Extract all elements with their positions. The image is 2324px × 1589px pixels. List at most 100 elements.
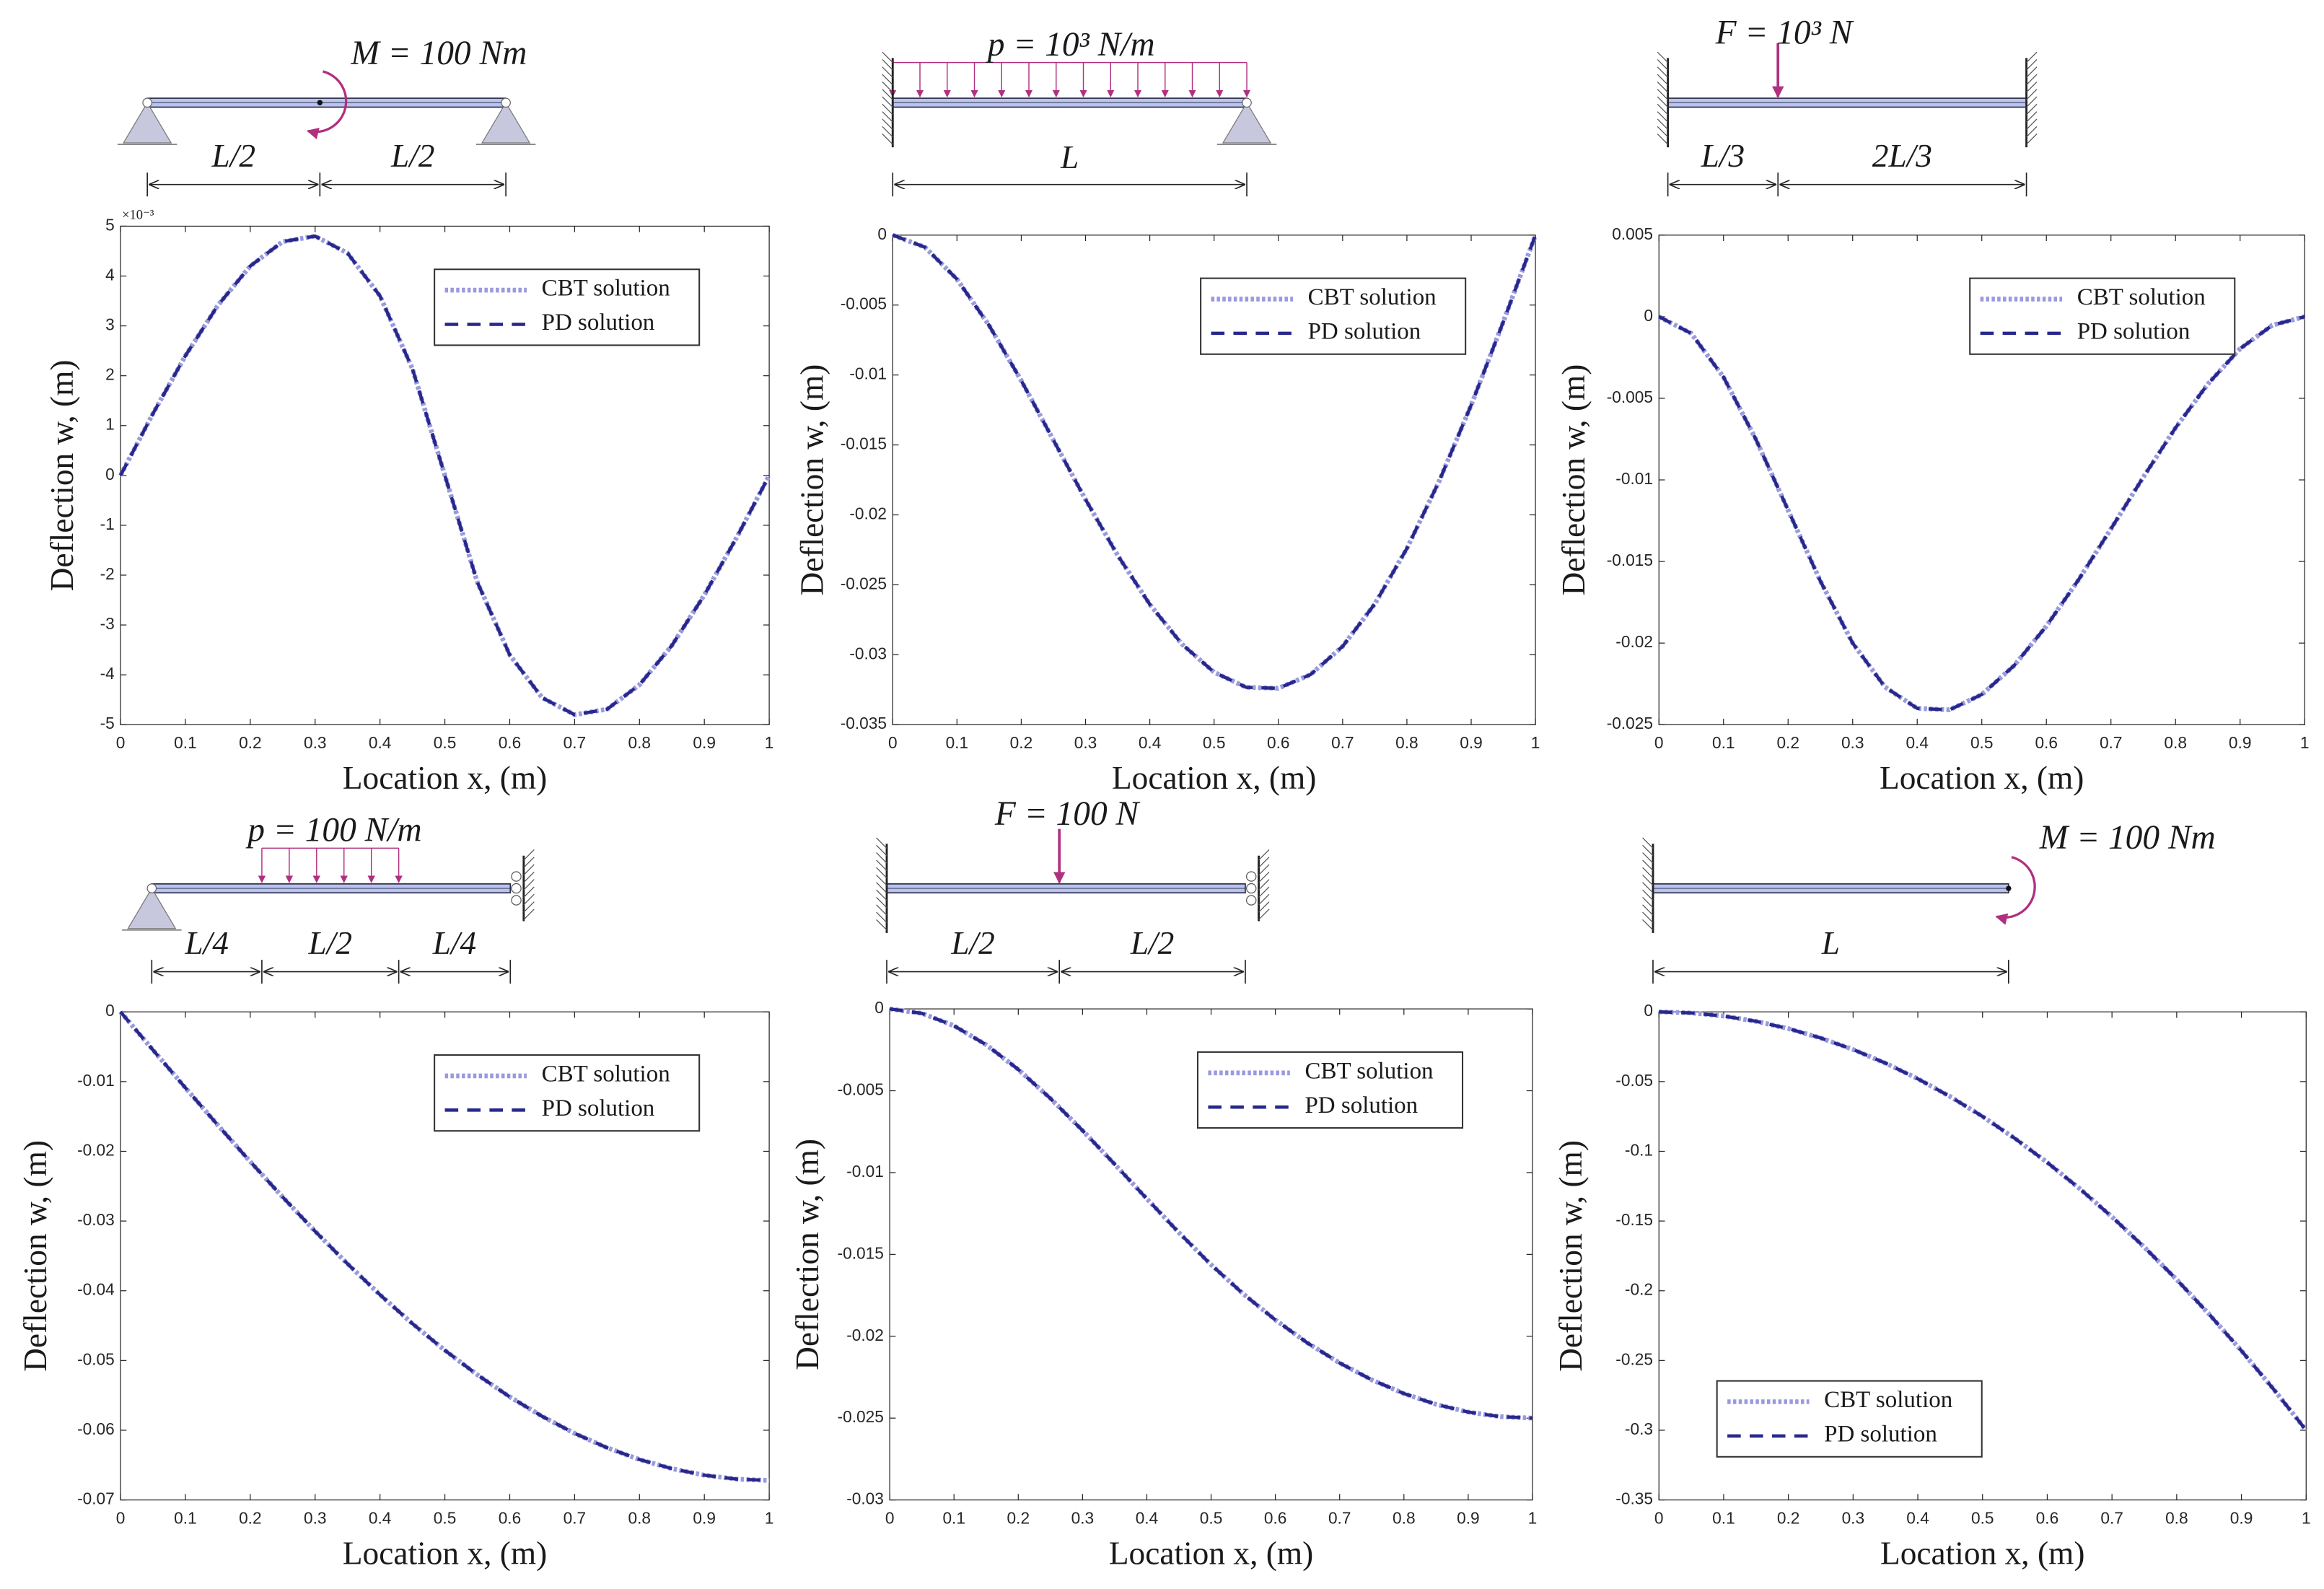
y-tick-label: -0.02 [846,1326,884,1344]
x-tick-label: 0.3 [1074,733,1097,752]
x-tick-label: 0.6 [1264,1508,1287,1527]
y-tick-label: -0.02 [1615,632,1653,651]
y-tick-label: -3 [100,614,115,633]
y-tick-label: -0.025 [841,574,887,592]
x-tick-label: 0.4 [1136,1508,1159,1527]
x-tick-label: 0.2 [239,733,262,752]
x-tick-label: 0.6 [499,1508,522,1527]
x-tick-label: 0.8 [628,1508,652,1527]
x-tick-label: 0.5 [434,1508,457,1527]
x-tick-label: 0.4 [1906,733,1929,752]
panel: p = 100 N/m L/4 L/2 L/4 0 0.1 0.2 0.3 0.4 0.5 0.6 0… [17,812,773,1572]
y-axis-label: Deflection w, (m) [17,1140,53,1372]
x-tick-label: 0.9 [693,1508,716,1527]
y-tick-label: 0 [874,998,884,1017]
y-tick-label: 5 [105,215,115,234]
y-tick-label: -4 [100,664,115,683]
load-label: F = 100 N [994,795,1141,833]
panel: M = 100 Nm L 0 0.1 0.2 0.3 0.4 0.5 0.6 0.7 0.8 0.9 1… [1553,819,2310,1571]
legend-label: PD solution [2077,318,2191,344]
legend-box [434,1054,701,1132]
slider-roller [1246,883,1257,894]
y-tick-label: -0.025 [1607,714,1653,732]
x-tick-label: 1 [1531,733,1540,752]
x-tick-label: 0.7 [2100,733,2123,752]
support-hatch [1258,849,1270,920]
x-tick-label: 0.9 [693,733,716,752]
x-tick-label: 0.8 [1393,1508,1416,1527]
y-tick-label: 1 [105,415,115,434]
load-label: p = 10³ N/m [986,26,1155,64]
slider-roller [511,883,522,894]
x-tick-label: 0.3 [304,1508,327,1527]
y-tick-label: -0.015 [841,434,887,453]
x-tick-label: 1 [765,1508,774,1527]
span-label: L/2 [1130,925,1175,961]
y-axis-label: Deflection w, (m) [1553,1140,1589,1372]
y-tick-label: -0.04 [77,1280,115,1299]
legend-label: CBT solution [542,1061,670,1087]
legend-label: PD solution [542,310,655,336]
pin-joint [501,97,511,108]
legend-label: PD solution [1308,318,1421,344]
x-tick-label: 0.3 [1842,1508,1865,1527]
x-tick-label: 0.6 [2036,1508,2059,1527]
panel: F = 100 N L/2 L/2 0 0.1 0.2 0.3 0.4 0.5 0.6 0.7 0.8… [789,795,1537,1571]
y-tick-label: -0.01 [77,1071,115,1090]
x-tick-label: 0.5 [1200,1508,1223,1527]
x-tick-label: 0.1 [946,733,969,752]
y-tick-label: -0.015 [1607,551,1653,569]
span-label: L/4 [184,925,229,961]
y-axis-label: Deflection w, (m) [1556,364,1592,596]
legend-box [1196,1051,1464,1129]
x-tick-label: 0.9 [1460,733,1483,752]
span-label: L/3 [1701,138,1745,174]
y-tick-label: -0.07 [77,1489,115,1508]
x-tick-label: 0.5 [1971,1508,1994,1527]
legend: CBT solution PD solution [1716,1380,1983,1458]
moment-arrow [306,70,348,139]
x-tick-label: 0.4 [369,733,392,752]
support-hatch [876,837,887,931]
x-axis-label: Location x, (m) [1880,1535,2084,1571]
panel: M = 100 Nm L/2 L/2 0 0.1 0.2 0.3 0.4 0.5 0.6 0.7 0.… [44,35,773,796]
x-tick-label: 0.1 [942,1508,965,1527]
y-tick-label: -0.03 [77,1210,115,1229]
legend: CBT solution PD solution [1196,1051,1464,1129]
x-tick-label: 0.5 [1203,733,1226,752]
y-tick-label: 0 [1644,306,1653,325]
y-tick-label: -0.35 [1615,1489,1653,1508]
legend-box [1716,1380,1983,1458]
y-tick-label: -0.06 [77,1419,115,1438]
y-tick-label: -2 [100,564,115,583]
pin-support [127,887,177,929]
span-label: L/2 [211,138,255,174]
panel: p = 10³ N/m L 0 0.1 0.2 0.3 0.4 0.5 0.6 0.7 0.8 0.9… [794,26,1540,796]
x-axis-label: Location x, (m) [1112,760,1316,796]
legend-label: CBT solution [1824,1387,1952,1413]
x-tick-label: 0.7 [1328,1508,1351,1527]
y-tick-label: -0.1 [1625,1140,1653,1159]
x-tick-label: 0.1 [1712,733,1735,752]
x-tick-label: 0.9 [1457,1508,1480,1527]
y-axis-label: Deflection w, (m) [44,359,80,591]
y-tick-label: -0.02 [77,1140,115,1159]
y-tick-label: 0 [877,224,887,243]
x-tick-label: 0.2 [239,1508,262,1527]
span-label: L [1821,925,1840,961]
y-tick-label: 0.005 [1612,224,1653,243]
x-tick-label: 1 [2302,1508,2311,1527]
y-tick-label: -0.01 [846,1162,884,1181]
legend-box [1969,277,2236,355]
x-tick-label: 0.7 [564,733,587,752]
x-tick-label: 0 [885,1508,895,1527]
x-axis-label: Location x, (m) [343,760,547,796]
series-line [119,1010,770,1482]
y-tick-label: -0.015 [838,1243,884,1262]
x-tick-label: 0.8 [1395,733,1418,752]
y-tick-label: -0.03 [846,1489,884,1508]
x-tick-label: 0.4 [1139,733,1162,752]
moment-point [2006,885,2012,891]
